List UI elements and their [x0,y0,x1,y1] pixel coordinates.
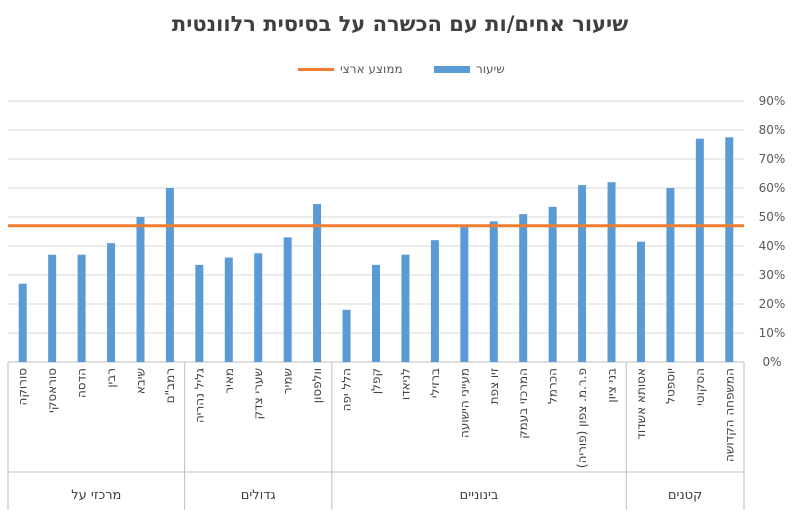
bar [165,188,174,362]
x-category-label: ברזילי [428,368,442,398]
y-tick-label: 90% [759,94,786,108]
bar [77,254,86,362]
y-tick-label: 70% [759,152,786,166]
bar [725,137,734,362]
bar [18,283,27,362]
bar [136,217,145,362]
x-category-label: סוראסקי [45,368,59,413]
y-tick-label: 10% [759,326,786,340]
bar [666,188,675,362]
x-category-label: המרכזי בעמק [516,368,530,439]
bar [548,206,557,362]
group-label: מרכזי על [71,488,121,503]
x-category-label: גליל נהריה [192,368,206,423]
legend-item-rate: שיעור [434,62,505,76]
legend-item-national-average: ממוצע ארצי [298,62,403,76]
bar [342,309,351,362]
legend-label-rate: שיעור [476,62,505,76]
x-category-label: לניאדו [398,368,412,400]
legend-swatch-national-average [298,67,334,71]
legend: שיעור ממוצע ארצי [0,62,800,78]
y-tick-label: 60% [759,181,786,195]
x-category-label: יוספטל [663,368,677,404]
bar [519,214,528,362]
bar [48,254,57,362]
bar [430,240,439,362]
x-category-label: וולפסון [310,368,324,403]
y-tick-label: 0% [762,355,781,369]
x-category-label: מעייני הישועה [457,368,471,438]
bar [607,182,616,362]
x-category-label: הסקוטי [693,368,707,406]
group-label: גדולים [241,488,276,503]
bar [107,243,116,362]
bar [224,257,233,362]
x-category-label: מאיר [222,368,236,394]
x-category-label: רבין [104,368,118,388]
chart-title: שיעור אחים/ות עם הכשרה על בסיסית רלוונטי… [171,12,629,36]
y-tick-label: 20% [759,297,786,311]
bar [372,264,380,362]
bar [254,253,263,362]
legend-label-national-average: ממוצע ארצי [340,62,403,76]
x-category-label: אסותא אשדוד [634,368,648,440]
x-category-label: קפלן [369,368,383,394]
bar [695,138,704,362]
x-category-label: הכרמל [546,368,560,404]
bar [636,241,645,362]
x-category-label: רמב"ם [163,368,177,403]
x-category-label: שיבא [133,368,147,394]
group-label: בינוניים [460,488,499,503]
bar [283,237,292,362]
x-category-label: הלל יפה [340,368,354,411]
x-category-label: זיו צפת [487,368,501,404]
bar [195,264,204,362]
bar [313,203,322,362]
group-label: קטנים [668,488,702,503]
x-category-label: סורוקה [16,368,30,406]
bar [460,227,469,362]
x-category-label: הדסה [75,368,89,398]
bar [489,221,498,362]
x-category-label: שערי צדק [251,368,265,419]
y-tick-label: 30% [759,268,786,282]
x-category-label: המשפחה הקדושה [722,368,736,462]
legend-swatch-rate [434,65,470,73]
y-tick-label: 40% [759,239,786,253]
bar [578,185,587,362]
y-tick-label: 50% [759,210,786,224]
y-tick-label: 80% [759,123,786,137]
x-category-label: פ.ר.מ. צפון (פוריה) [575,368,589,468]
x-category-label: שמיר [281,368,295,394]
x-category-label: בני ציון [605,368,619,403]
bar [401,254,410,362]
